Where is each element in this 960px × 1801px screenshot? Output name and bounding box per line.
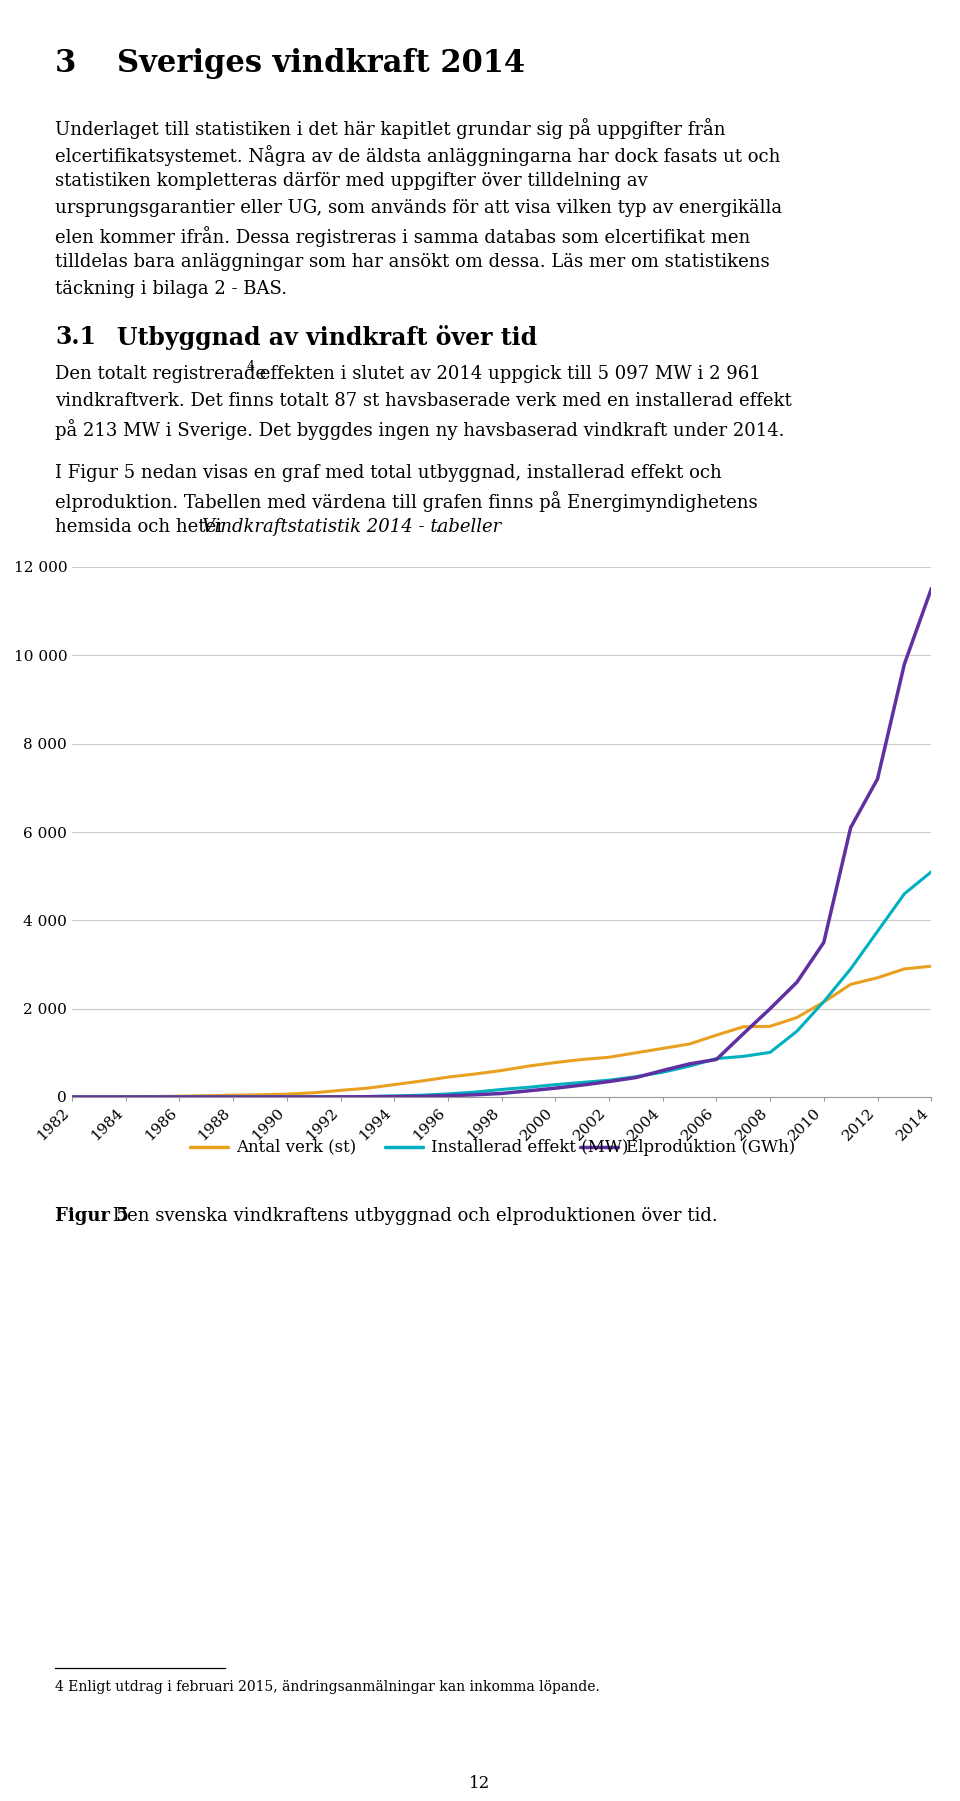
Text: effekten i slutet av 2014 uppgick till 5 097 MW i 2 961: effekten i slutet av 2014 uppgick till 5… [254,366,760,384]
Text: .: . [434,519,440,537]
Text: 4: 4 [247,360,255,373]
Text: Vindkraftstatistik 2014 - tabeller: Vindkraftstatistik 2014 - tabeller [202,519,501,537]
Text: hemsida och heter: hemsida och heter [55,519,230,537]
Text: I Figur 5 nedan visas en graf med total utbyggnad, installerad effekt och: I Figur 5 nedan visas en graf med total … [55,465,722,483]
Text: Underlaget till statistiken i det här kapitlet grundar sig på uppgifter från: Underlaget till statistiken i det här ka… [55,119,726,139]
Text: Utbyggnad av vindkraft över tid: Utbyggnad av vindkraft över tid [117,324,538,349]
Text: täckning i bilaga 2 - BAS.: täckning i bilaga 2 - BAS. [55,279,287,297]
Text: tilldelas bara anläggningar som har ansökt om dessa. Läs mer om statistikens: tilldelas bara anläggningar som har ansö… [55,252,770,270]
Text: Den svenska vindkraftens utbyggnad och elproduktionen över tid.: Den svenska vindkraftens utbyggnad och e… [107,1207,718,1225]
Text: 12: 12 [469,1776,491,1792]
Text: elcertifikatsystemet. Några av de äldsta anläggningarna har dock fasats ut och: elcertifikatsystemet. Några av de äldsta… [55,146,780,166]
Text: elen kommer ifrån. Dessa registreras i samma databas som elcertifikat men: elen kommer ifrån. Dessa registreras i s… [55,225,751,247]
Text: ursprungsgarantier eller UG, som används för att visa vilken typ av energikälla: ursprungsgarantier eller UG, som används… [55,198,782,216]
Text: Figur 5: Figur 5 [55,1207,129,1225]
Text: Sveriges vindkraft 2014: Sveriges vindkraft 2014 [117,49,525,79]
Text: vindkraftverk. Det finns totalt 87 st havsbaserade verk med en installerad effek: vindkraftverk. Det finns totalt 87 st ha… [55,393,792,411]
Text: Elproduktion (GWh): Elproduktion (GWh) [626,1138,795,1156]
Text: 3: 3 [55,49,77,79]
Text: 3.1: 3.1 [55,324,96,349]
Text: Den totalt registrerade: Den totalt registrerade [55,366,266,384]
Text: 4 Enligt utdrag i februari 2015, ändringsanmälningar kan inkomma löpande.: 4 Enligt utdrag i februari 2015, ändring… [55,1680,600,1695]
Text: Installerad effekt (MW): Installerad effekt (MW) [431,1138,629,1156]
Text: elproduktion. Tabellen med värdena till grafen finns på Energimyndighetens: elproduktion. Tabellen med värdena till … [55,492,757,511]
Text: statistiken kompletteras därför med uppgifter över tilldelning av: statistiken kompletteras därför med uppg… [55,173,648,189]
Text: Antal verk (st): Antal verk (st) [236,1138,356,1156]
Text: på 213 MW i Sverige. Det byggdes ingen ny havsbaserad vindkraft under 2014.: på 213 MW i Sverige. Det byggdes ingen n… [55,420,784,439]
